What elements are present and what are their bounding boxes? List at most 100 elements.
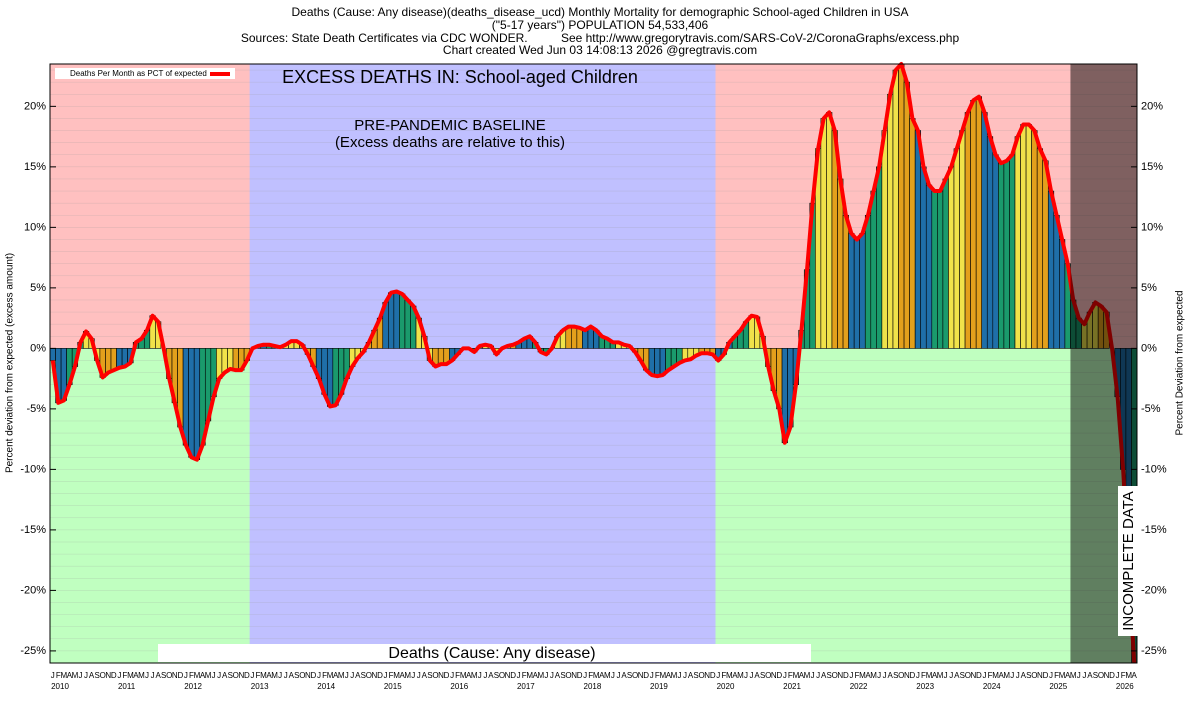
x-month-label: M	[659, 671, 666, 680]
bar	[110, 348, 117, 371]
line	[50, 62, 1137, 664]
x-month-label: S	[1093, 671, 1098, 680]
x-month-label: M	[1059, 671, 1066, 680]
bar	[1020, 124, 1027, 349]
x-month-label: J	[750, 671, 754, 680]
x-month-label: M	[404, 671, 411, 680]
y-tick-label: -15%	[20, 524, 46, 536]
bar	[105, 348, 112, 373]
x-month-label: S	[294, 671, 299, 680]
bar	[859, 233, 866, 349]
x-month-label: A	[67, 671, 73, 680]
x-month-label: M	[205, 671, 212, 680]
bar	[870, 190, 877, 349]
x-month-label: D	[976, 671, 982, 680]
x-month-label: J	[1082, 671, 1086, 680]
bar	[826, 112, 833, 349]
y2-tick-label: -5%	[1141, 403, 1161, 415]
x-month-label: J	[650, 671, 654, 680]
bar	[1009, 154, 1016, 349]
x-month-label: J	[1016, 671, 1020, 680]
x-month-label: A	[266, 671, 272, 680]
title-line: Deaths (Cause: Any disease)(deaths_disea…	[292, 5, 909, 19]
x-month-label: D	[510, 671, 516, 680]
bar	[1047, 190, 1055, 349]
annotation: INCOMPLETE DATA	[1120, 491, 1137, 630]
bar	[393, 291, 400, 349]
bar	[909, 118, 916, 349]
bar	[992, 154, 999, 349]
x-month-label: J	[117, 671, 121, 680]
y2-tick-label: -10%	[1141, 463, 1167, 475]
x-month-label: S	[161, 671, 166, 680]
x-month-label: M	[793, 671, 800, 680]
x-month-label: O	[699, 671, 705, 680]
x-month-label: M	[72, 671, 79, 680]
x-month-label: J	[683, 671, 687, 680]
x-month-label: O	[166, 671, 172, 680]
x-month-label: F	[988, 671, 993, 680]
x-month-label: J	[949, 671, 953, 680]
x-month-label: N	[837, 671, 843, 680]
annotation-box	[158, 644, 811, 662]
x-month-label: A	[1065, 671, 1071, 680]
x-month-label: M	[338, 671, 345, 680]
bar	[876, 166, 883, 349]
x-month-label: J	[616, 671, 620, 680]
x-month-label: D	[377, 671, 383, 680]
y2-tick-label: 10%	[1141, 221, 1163, 233]
x-month-label: M	[127, 671, 134, 680]
backgrounds	[50, 64, 1137, 664]
bar	[953, 148, 960, 349]
x-month-label: M	[471, 671, 478, 680]
x-month-label: M	[671, 671, 678, 680]
x-month-label: D	[577, 671, 583, 680]
x-month-label: A	[289, 671, 295, 680]
x-month-label: S	[427, 671, 432, 680]
x-month-label: N	[438, 671, 444, 680]
x-month-label: J	[151, 671, 155, 680]
y2-tick-label: -20%	[1141, 584, 1167, 596]
x-month-label: M	[593, 671, 600, 680]
x-month-label: M	[537, 671, 544, 680]
x-month-label: A	[399, 671, 405, 680]
x-month-label: S	[94, 671, 99, 680]
x-month-label: M	[271, 671, 278, 680]
x-month-label: A	[998, 671, 1004, 680]
x-year-label: 2012	[184, 682, 202, 691]
x-month-label: N	[904, 671, 910, 680]
x-month-label: F	[788, 671, 793, 680]
x-month-label: J	[212, 671, 216, 680]
x-month-label: D	[244, 671, 250, 680]
x-month-label: D	[444, 671, 450, 680]
x-month-label: J	[217, 671, 221, 680]
x-month-label: D	[776, 671, 782, 680]
x-month-label: F	[1121, 671, 1126, 680]
bar	[853, 239, 861, 349]
y-tick-label: -10%	[20, 463, 46, 475]
x-month-label: D	[111, 671, 117, 680]
bar	[116, 348, 123, 369]
bar	[437, 348, 445, 365]
x-month-label: O	[765, 671, 771, 680]
x-month-label: A	[932, 671, 938, 680]
x-month-label: F	[522, 671, 527, 680]
bar	[820, 118, 827, 349]
x-month-label: J	[384, 671, 388, 680]
bar	[193, 348, 201, 461]
x-month-label: D	[311, 671, 317, 680]
x-year-label: 2020	[717, 682, 735, 691]
x-month-label: O	[233, 671, 239, 680]
x-month-label: M	[604, 671, 611, 680]
x-month-label: M	[992, 671, 999, 680]
bar	[49, 348, 56, 361]
x-year-label: 2013	[251, 682, 269, 691]
x-month-label: J	[84, 671, 88, 680]
x-month-label: J	[250, 671, 254, 680]
bar	[332, 348, 339, 406]
x-month-label: S	[693, 671, 698, 680]
x-month-label: J	[1010, 671, 1014, 680]
x-month-label: O	[366, 671, 372, 680]
x-month-label: A	[133, 671, 139, 680]
